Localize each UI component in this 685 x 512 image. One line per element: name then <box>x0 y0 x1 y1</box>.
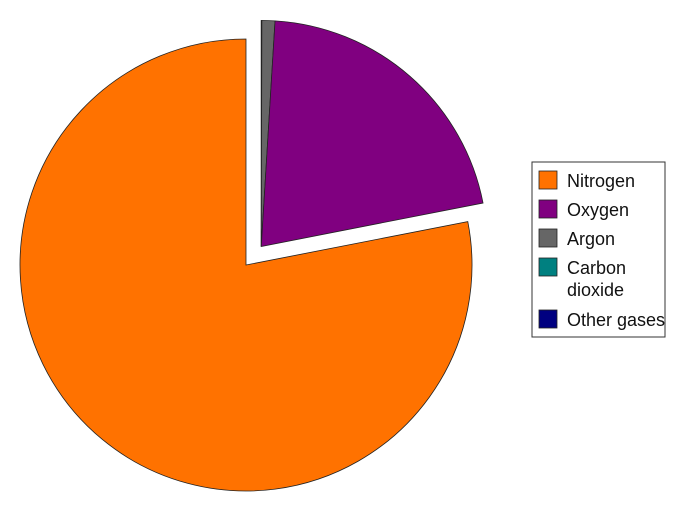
legend-label: dioxide <box>567 280 624 300</box>
legend-label: Other gases <box>567 310 665 330</box>
legend-swatch <box>538 228 558 248</box>
legend-swatch <box>538 257 558 277</box>
pie-slices <box>19 20 484 492</box>
pie-slice-nitrogen <box>19 38 473 492</box>
legend-box <box>531 161 666 338</box>
legend-label: Oxygen <box>567 200 629 220</box>
legend-swatch <box>538 309 558 329</box>
legend-swatch <box>538 170 558 190</box>
legend-label: Nitrogen <box>567 171 635 191</box>
legend-label: Carbon <box>567 258 626 278</box>
legend-label: Argon <box>567 229 615 249</box>
legend-swatch <box>538 199 558 219</box>
pie-slice-oxygen <box>260 20 484 247</box>
